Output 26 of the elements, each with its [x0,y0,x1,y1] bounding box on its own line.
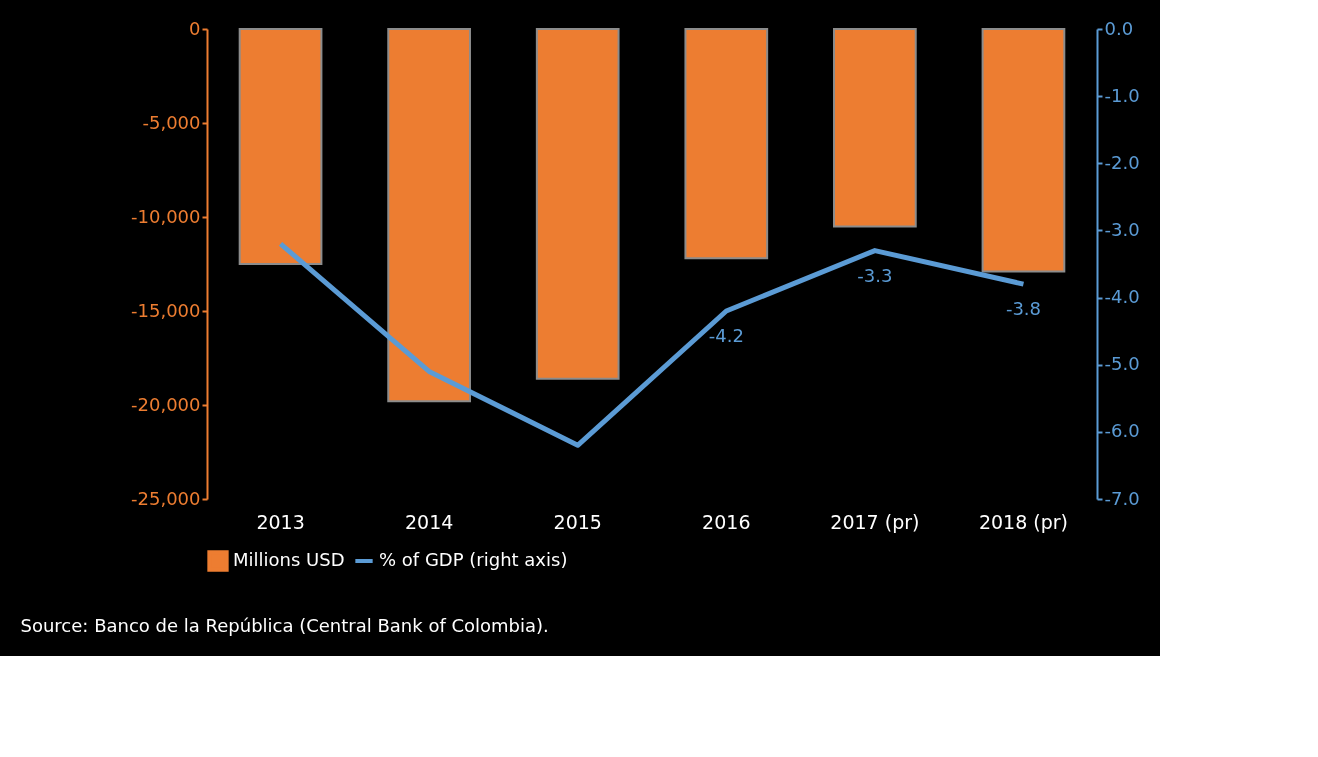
legend-label: Millions USD [233,549,345,570]
x-tick-label: 2018 (pr) [978,510,1068,533]
source-note: Source: Banco de la República (Central Bank of Colombia). [20,615,549,636]
data-label: -3.3 [857,264,893,286]
y2-tick-label: -7.0 [1104,487,1140,509]
y2-tick-label: -4.0 [1104,286,1140,308]
y-tick-label: -25,000 [131,487,201,509]
y2-tick-label: -1.0 [1104,84,1140,106]
y2-tick-label: -2.0 [1104,151,1140,173]
y2-tick-label: -3.0 [1104,218,1140,240]
y2-tick-label: -5.0 [1104,353,1140,375]
y-tick-label: -20,000 [131,393,201,415]
data-label: -3.8 [1005,298,1042,320]
y-tick-label: -5,000 [142,111,201,133]
x-tick-label: 2015 [553,510,602,533]
y2-tick-label: 0.0 [1104,17,1134,39]
x-tick-label: 2013 [256,510,305,533]
x-tick-label: 2014 [404,510,454,533]
data-label: -4.2 [708,325,744,346]
x-tick-label: 2016 [702,510,751,533]
y2-tick-label: -6.0 [1104,420,1140,442]
legend-label: % of GDP (right axis) [379,549,568,570]
y-tick-label: -15,000 [131,299,201,321]
y-tick-label: -10,000 [131,205,201,227]
x-tick-label: 2017 (pr) [830,510,920,533]
y-tick-label: 0 [189,17,201,39]
